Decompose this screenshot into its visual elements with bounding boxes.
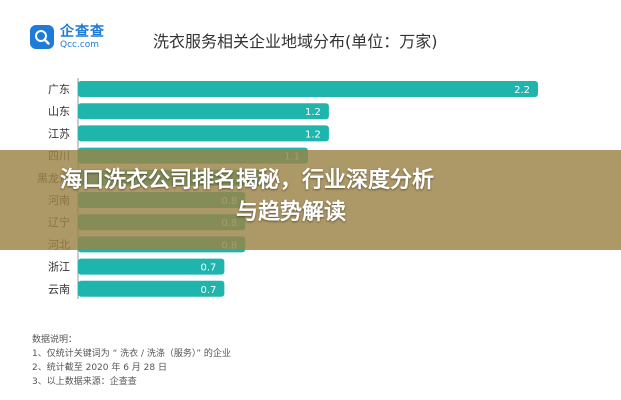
headline-text: 海口洗衣公司排名揭秘，行业深度分析 与趋势解读 bbox=[60, 165, 580, 229]
logo-name: 企查查 bbox=[60, 23, 105, 40]
bar bbox=[78, 258, 225, 275]
headline-banner bbox=[0, 150, 621, 250]
category-label: 浙江 bbox=[48, 261, 70, 274]
category-label: 江苏 bbox=[48, 127, 70, 140]
bar-value-label: 2.2 bbox=[514, 85, 530, 96]
bar bbox=[78, 280, 225, 297]
bar bbox=[78, 103, 329, 120]
logo-domain: Qcc.com bbox=[60, 39, 100, 50]
notes-heading: 数据说明： bbox=[32, 335, 78, 345]
bar-value-label: 1.2 bbox=[305, 107, 321, 118]
category-label: 云南 bbox=[48, 283, 70, 296]
bar bbox=[78, 125, 329, 142]
category-label: 广东 bbox=[48, 83, 70, 96]
headline-line-2: 与趋势解读 bbox=[236, 200, 347, 225]
note-item-3: 3、以上数据来源：企查查 bbox=[32, 377, 137, 387]
bar-value-label: 0.7 bbox=[200, 263, 216, 274]
bar-value-label: 1.2 bbox=[305, 129, 321, 140]
category-label: 山东 bbox=[48, 105, 70, 118]
note-item-2: 2、统计截至 2020 年 6 月 28 日 bbox=[32, 363, 167, 373]
magnifier-logo-icon bbox=[30, 25, 54, 49]
data-notes: 数据说明： 1、仅统计关键词为 “ 洗衣 / 洗涤（服务）” 的企业 2、统计截… bbox=[32, 333, 231, 389]
note-item-1: 1、仅统计关键词为 “ 洗衣 / 洗涤（服务）” 的企业 bbox=[32, 349, 231, 359]
headline-line-1: 海口洗衣公司排名揭秘，行业深度分析 bbox=[60, 168, 435, 193]
qichacha-logo: 企查查 Qcc.com bbox=[30, 24, 120, 50]
bar-value-label: 0.7 bbox=[200, 285, 216, 296]
chart-title: 洗衣服务相关企业地域分布(单位：万家) bbox=[153, 32, 438, 51]
bar bbox=[78, 81, 538, 97]
